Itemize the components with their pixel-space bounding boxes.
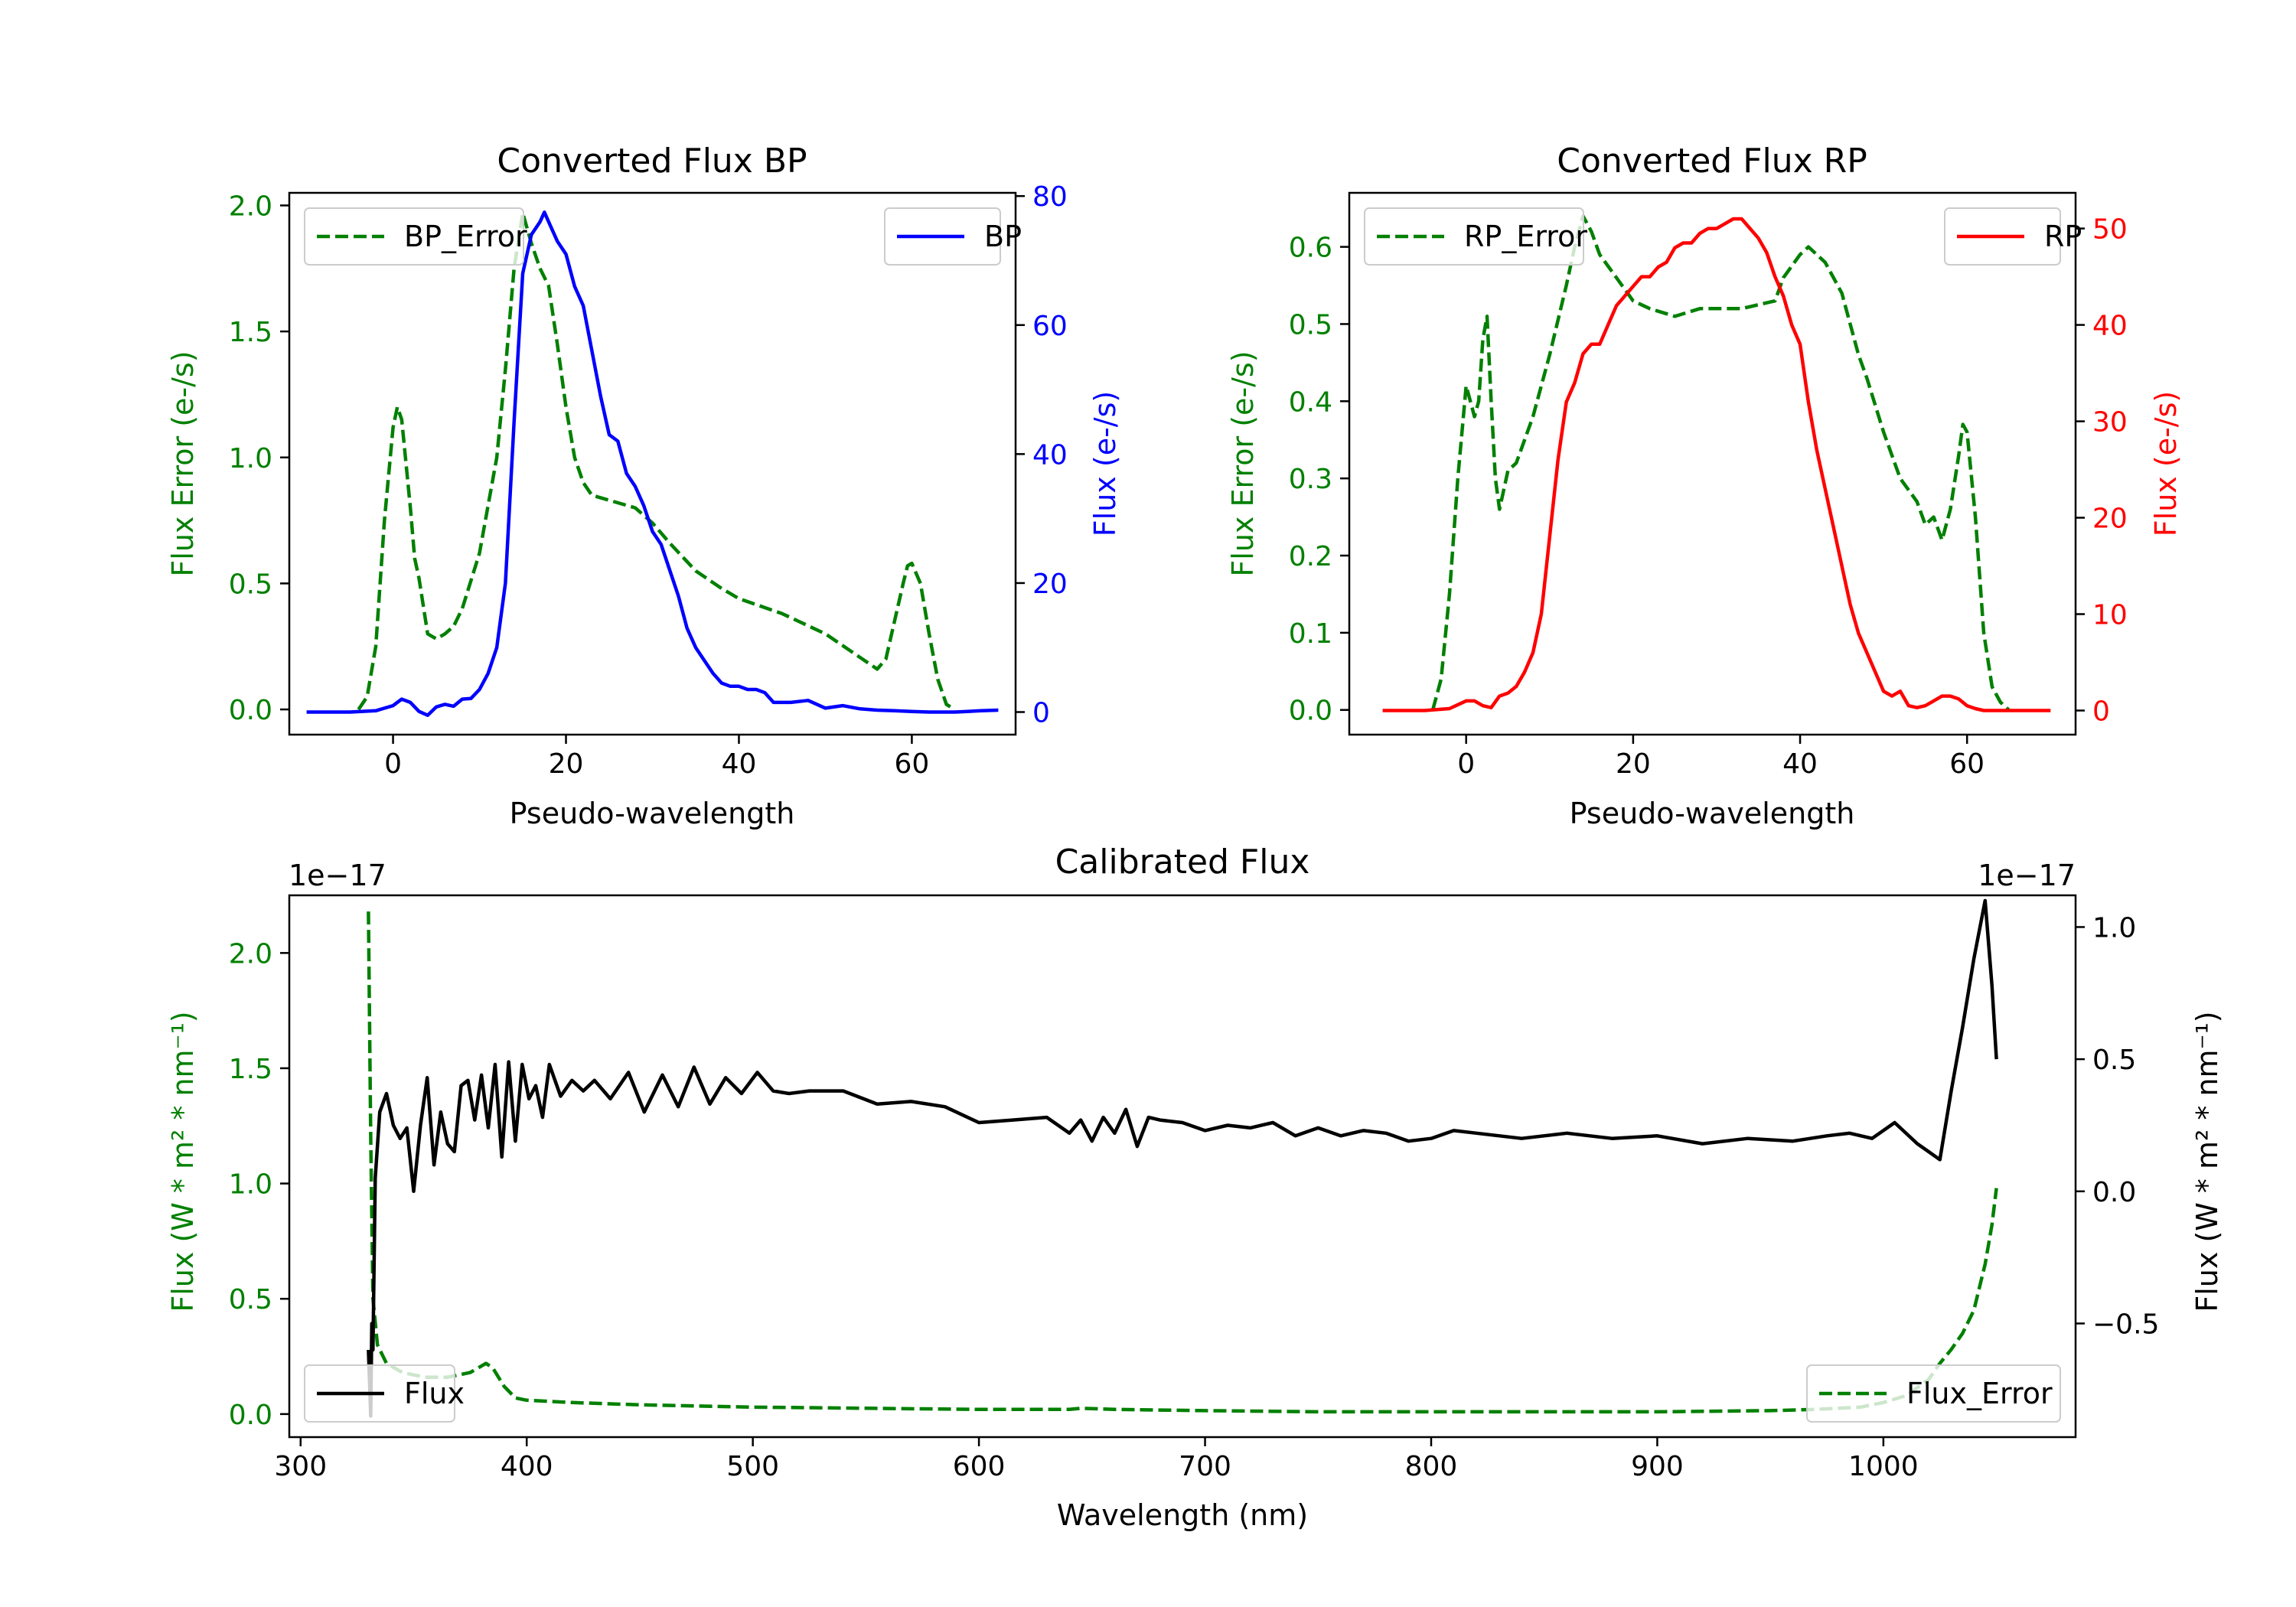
x-tick-label: 900 <box>1631 1451 1684 1482</box>
x-tick-label: 400 <box>501 1451 553 1482</box>
panel-calibrated-flux: Calibrated Flux Wavelength (nm) Flux (W … <box>166 843 2224 1532</box>
legend-label: BP <box>984 220 1022 253</box>
y-tick-label-left: 1.0 <box>229 443 272 474</box>
y-tick-label-left: 0.3 <box>1289 464 1332 495</box>
y-tick-label-left: 0.2 <box>1289 541 1332 572</box>
y-tick-label-right: 0.0 <box>2092 1177 2136 1208</box>
y-tick-label-right: 30 <box>2092 407 2128 438</box>
legend-bp-error: BP_Error <box>304 207 527 266</box>
legend-label: RP <box>2044 220 2082 253</box>
y-tick-label-left: 0.5 <box>229 1284 272 1315</box>
axes-frame <box>288 894 2077 1439</box>
legend-label: Flux <box>404 1377 465 1410</box>
y-tick-label-right: 20 <box>2092 504 2128 535</box>
x-tick-label: 800 <box>1405 1451 1458 1482</box>
y-tick-label-left: 0.0 <box>229 695 272 726</box>
y-tick-label-right: 0 <box>1032 698 1050 729</box>
chart-title-rp: Converted Flux RP <box>1557 142 1867 181</box>
x-tick-label: 0 <box>384 748 402 780</box>
y-tick-label-right: 40 <box>2092 311 2128 342</box>
y-tick-label-left: 1.5 <box>229 1054 272 1085</box>
y-tick-label-right: 80 <box>1032 181 1068 213</box>
y-tick-label-right: 0.5 <box>2092 1045 2136 1076</box>
y-tick-label-left: 0.4 <box>1289 386 1332 418</box>
chart-title-bp: Converted Flux BP <box>497 142 807 181</box>
y-tick-label-right: 10 <box>2092 600 2128 631</box>
series-line-bp-error <box>357 211 957 712</box>
y-tick-label-left: 1.5 <box>229 317 272 348</box>
series-line-rp <box>1382 217 2051 712</box>
x-tick-label: 40 <box>1782 748 1818 780</box>
y-tick-label-left: 0.5 <box>229 569 272 600</box>
x-tick-label: 40 <box>722 748 757 780</box>
legend-label: RP_Error <box>1464 220 1587 253</box>
y-tick-label-right: 60 <box>1032 311 1068 342</box>
y-tick-label-right: −0.5 <box>2092 1309 2159 1340</box>
offset-label-left-cal: 1e−17 <box>289 859 386 892</box>
legend-flux-error: Flux_Error <box>1806 1364 2061 1423</box>
y-tick-label-right: 40 <box>1032 439 1068 471</box>
x-tick-label: 1000 <box>1848 1451 1919 1482</box>
y-tick-label-right: 0 <box>2092 696 2110 728</box>
y-tick-label-right: 20 <box>1032 569 1068 600</box>
panel-converted-flux-rp: Converted Flux RP Pseudo-wavelength Flux… <box>1226 142 2183 830</box>
y-tick-label-left: 1.0 <box>229 1169 272 1201</box>
series-line-bp <box>306 210 999 717</box>
x-tick-label: 0 <box>1457 748 1475 780</box>
x-tick-label: 600 <box>953 1451 1006 1482</box>
y-tick-label-right: 1.0 <box>2092 912 2136 944</box>
y-tick-label-left: 2.0 <box>229 191 272 222</box>
y-axis-label-right-rp: Flux (e-/s) <box>2149 391 2183 536</box>
x-tick-label: 60 <box>1949 748 1985 780</box>
y-axis-label-left-rp: Flux Error (e-/s) <box>1226 350 1260 576</box>
x-tick-label: 500 <box>726 1451 779 1482</box>
y-tick-label-left: 0.0 <box>1289 696 1332 727</box>
y-tick-label-right: 50 <box>2092 214 2128 246</box>
axes-frame <box>1348 191 2077 736</box>
x-tick-label: 20 <box>1616 748 1651 780</box>
y-axis-label-right-bp: Flux (e-/s) <box>1088 391 1122 536</box>
y-tick-label-left: 0.1 <box>1289 618 1332 650</box>
y-tick-label-left: 0.5 <box>1289 309 1332 341</box>
series-line-flux <box>367 898 1998 1418</box>
legend-rp: RP <box>1944 207 2082 266</box>
y-tick-label-left: 0.0 <box>229 1400 272 1431</box>
legend-label: Flux_Error <box>1906 1377 2053 1410</box>
axes-frame <box>288 191 1017 736</box>
y-axis-label-left-cal: Flux (W * m² * nm⁻¹) <box>166 1011 200 1312</box>
chart-title-cal: Calibrated Flux <box>1055 843 1310 882</box>
panel-converted-flux-bp: Converted Flux BP Pseudo-wavelength Flux… <box>166 142 1122 830</box>
x-tick-label: 300 <box>274 1451 327 1482</box>
legend-label: BP_Error <box>404 220 527 253</box>
x-tick-label: 700 <box>1179 1451 1231 1482</box>
y-axis-label-right-cal: Flux (W * m² * nm⁻¹) <box>2190 1011 2224 1312</box>
offset-label-right-cal: 1e−17 <box>1978 859 2076 892</box>
x-axis-label-cal: Wavelength (nm) <box>1057 1498 1308 1532</box>
legend-rp-error: RP_Error <box>1364 207 1587 266</box>
x-axis-label-bp: Pseudo-wavelength <box>510 797 795 830</box>
y-tick-label-left: 0.6 <box>1289 233 1332 264</box>
y-axis-label-left-bp: Flux Error (e-/s) <box>166 350 200 576</box>
x-axis-label-rp: Pseudo-wavelength <box>1570 797 1855 830</box>
series-line-rp-error <box>1430 214 2011 712</box>
legend-bp: BP <box>884 207 1022 266</box>
y-tick-label-left: 2.0 <box>229 938 272 970</box>
x-tick-label: 60 <box>895 748 930 780</box>
legend-flux: Flux <box>304 1364 465 1423</box>
x-tick-label: 20 <box>549 748 584 780</box>
